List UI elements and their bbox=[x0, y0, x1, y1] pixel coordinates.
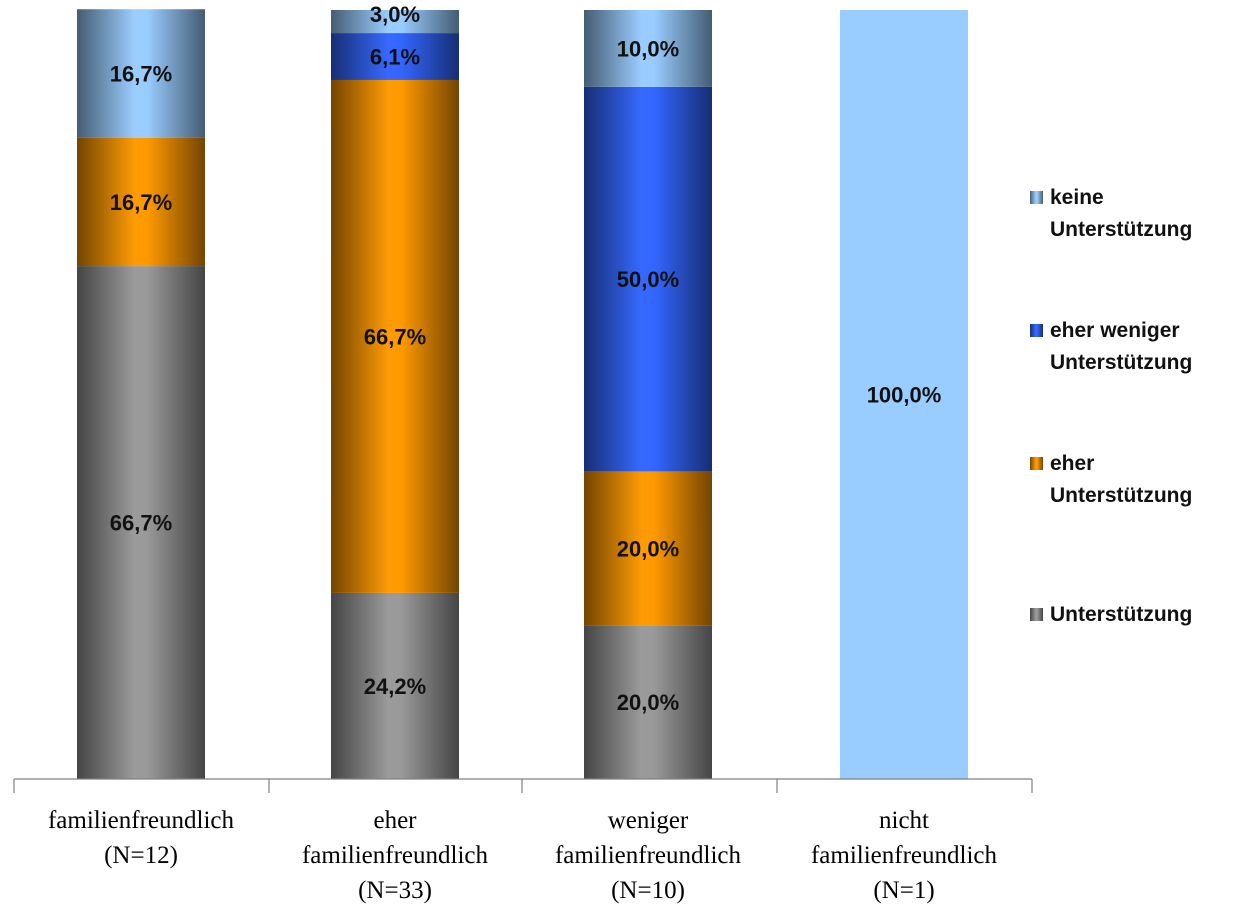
category-label-3: nicht familienfreundlich (N=1) bbox=[811, 807, 998, 904]
category-label-1: eher familienfreundlich (N=33) bbox=[302, 807, 489, 904]
legend: keine Unterstützung eher weniger Unterstütz… bbox=[1030, 186, 1192, 626]
bar-segment-keine-1 bbox=[331, 10, 459, 34]
segment-label-unterstuetzung-2: 20,0% bbox=[617, 690, 679, 715]
category-label-0: familienfreundlich (N=12) bbox=[48, 807, 235, 869]
segment-label-eher-2: 20,0% bbox=[617, 536, 679, 561]
segment-label-keine-3: 100,0% bbox=[867, 383, 942, 408]
legend-label-eher_weniger: eher weniger Unterstützung bbox=[1050, 319, 1192, 374]
legend-swatch-unterstuetzung bbox=[1030, 608, 1043, 621]
segment-label-eher_weniger-2: 50,0% bbox=[617, 267, 679, 292]
legend-item-eher: eher Unterstützung bbox=[1030, 452, 1192, 507]
legend-swatch-keine bbox=[1030, 191, 1043, 204]
bar-segment-eher_weniger-1 bbox=[331, 33, 459, 80]
segment-label-keine-1: 3,0% bbox=[370, 2, 420, 27]
bar-segment-eher-0 bbox=[77, 137, 205, 267]
bar-segment-keine-2 bbox=[584, 10, 712, 87]
legend-item-keine: keine Unterstützung bbox=[1030, 186, 1192, 241]
legend-label-eher: eher Unterstützung bbox=[1050, 452, 1192, 507]
legend-label-keine: keine Unterstützung bbox=[1050, 186, 1192, 241]
bar-segment-unterstuetzung-2 bbox=[584, 625, 712, 779]
x-axis bbox=[13, 778, 1033, 793]
segment-label-keine-0: 16,7% bbox=[110, 61, 172, 86]
segment-label-eher-0: 16,7% bbox=[110, 190, 172, 215]
bar-segment-eher_weniger-2 bbox=[584, 86, 712, 472]
legend-swatch-eher bbox=[1030, 457, 1043, 470]
bar-segment-unterstuetzung-1 bbox=[331, 592, 459, 779]
segment-labels-layer: 66,7% 16,7% 16,7% 24,2% 66,7% 6,1% 3,0% 20,0% 20… bbox=[110, 2, 942, 715]
bar-segment-unterstuetzung-0 bbox=[77, 266, 205, 779]
segment-label-unterstuetzung-0: 66,7% bbox=[110, 511, 172, 536]
segment-label-eher-1: 66,7% bbox=[364, 324, 426, 349]
segment-label-keine-2: 10,0% bbox=[617, 36, 679, 61]
legend-item-unterstuetzung: Unterstützung bbox=[1030, 603, 1192, 626]
legend-item-eher_weniger: eher weniger Unterstützung bbox=[1030, 319, 1192, 374]
bar-segment-keine-3 bbox=[840, 10, 968, 779]
legend-swatch-eher_weniger bbox=[1030, 324, 1043, 337]
bars-layer bbox=[77, 9, 968, 779]
legend-label-unterstuetzung: Unterstützung bbox=[1050, 603, 1192, 626]
category-labels-layer: familienfreundlich (N=12) eher familienfreu… bbox=[48, 807, 998, 904]
segment-label-eher_weniger-1: 6,1% bbox=[370, 45, 420, 70]
bar-segment-eher-2 bbox=[584, 471, 712, 626]
bar-segment-keine-0 bbox=[77, 9, 205, 138]
bar-segment-eher-1 bbox=[331, 79, 459, 593]
category-label-2: weniger familienfreundlich (N=10) bbox=[555, 807, 742, 904]
segment-label-unterstuetzung-1: 24,2% bbox=[364, 674, 426, 699]
